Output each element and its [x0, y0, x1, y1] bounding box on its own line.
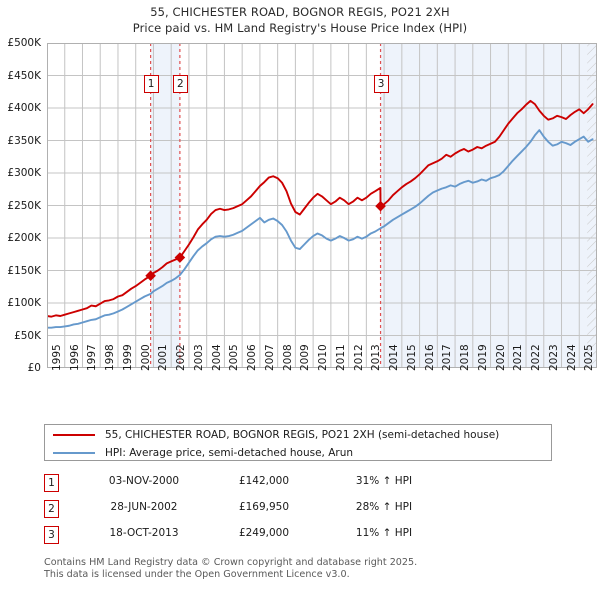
transaction-badge-2: 2: [44, 500, 59, 518]
transaction-price-3: £249,000: [238, 527, 290, 539]
projection-hatch: [587, 43, 597, 368]
x-axis-tick-label: 2017: [441, 344, 454, 371]
gridlines: [47, 43, 597, 368]
legend-label-hpi: HPI: Average price, semi-detached house,…: [105, 446, 354, 459]
x-axis-tick-label: 2003: [192, 344, 205, 371]
title-line-2: Price paid vs. HM Land Registry's House …: [132, 21, 468, 35]
x-axis-tick-label: 2001: [157, 344, 170, 371]
transaction-date-3: 18-OCT-2013: [109, 527, 179, 539]
table-row: 1 03-NOV-2000 £142,000 31% ↑ HPI: [44, 472, 494, 498]
chart-marker-flag-2: 2: [172, 75, 188, 93]
x-axis-tick-label: 2004: [210, 344, 223, 371]
x-axis-tick-label: 2023: [547, 344, 560, 371]
transactions-table: 1 03-NOV-2000 £142,000 31% ↑ HPI 2 28-JU…: [44, 472, 494, 550]
x-axis-tick-label: 2005: [228, 344, 241, 371]
x-axis-tick-label: 2007: [263, 344, 276, 371]
y-axis-tick-label: £400K: [7, 102, 41, 114]
x-axis-tick-label: 2013: [370, 344, 383, 371]
transaction-hpi-delta-2: 28% ↑ HPI: [355, 501, 413, 513]
y-axis-tick-label: £500K: [7, 37, 41, 49]
x-axis-tick-label: 2006: [246, 344, 259, 371]
footer-line-1: Contains HM Land Registry data © Crown c…: [44, 557, 418, 568]
plot-border: [47, 43, 597, 368]
x-axis-tick-label: 2024: [565, 344, 578, 371]
x-axis-tick-label: 2009: [299, 344, 312, 371]
footer-line-2: This data is licensed under the Open Gov…: [44, 568, 350, 580]
transaction-point-markers: [145, 200, 386, 282]
legend-item-hpi: HPI: Average price, semi-detached house,…: [45, 444, 551, 461]
x-axis-tick-label: 1999: [121, 344, 134, 371]
y-axis-tick-label: £450K: [7, 69, 41, 82]
y-axis-tick-label: £100K: [7, 297, 41, 309]
x-axis-tick-label: 2012: [352, 344, 365, 371]
page-title: 55, CHICHESTER ROAD, BOGNOR REGIS, PO21 …: [0, 0, 600, 36]
x-axis-tick-label: 1997: [86, 344, 99, 371]
y-axis-tick-label: £0: [27, 362, 41, 374]
x-axis-tick-label: 1996: [68, 344, 81, 371]
x-axis-tick-label: 1998: [104, 344, 117, 371]
x-axis-tick-label: 2011: [334, 344, 347, 371]
chart-legend: 55, CHICHESTER ROAD, BOGNOR REGIS, PO21 …: [44, 424, 552, 461]
footer-attribution: Contains HM Land Registry data © Crown c…: [44, 557, 584, 580]
x-axis-tick-label: 2000: [139, 344, 152, 371]
x-axis-tick-label: 2022: [530, 344, 543, 371]
table-row: 2 28-JUN-2002 £169,950 28% ↑ HPI: [44, 498, 494, 524]
series-lines: [47, 99, 594, 329]
legend-label-property: 55, CHICHESTER ROAD, BOGNOR REGIS, PO21 …: [105, 428, 500, 441]
x-axis-tick-label: 2025: [583, 344, 596, 371]
y-axis-tick-label: £300K: [7, 167, 41, 179]
y-axis-tick-label: £250K: [7, 199, 41, 212]
x-axis-tick-label: 2002: [175, 344, 188, 371]
chart-marker-flag-3: 3: [373, 75, 389, 93]
y-axis-tick-label: £350K: [7, 134, 41, 147]
table-row: 3 18-OCT-2013 £249,000 11% ↑ HPI: [44, 524, 494, 550]
price-history-chart: [47, 43, 597, 368]
x-axis-tick-label: 2019: [476, 344, 489, 371]
x-axis-tick-label: 2021: [512, 344, 525, 371]
x-axis-tick-label: 2014: [388, 344, 401, 371]
legend-item-property: 55, CHICHESTER ROAD, BOGNOR REGIS, PO21 …: [45, 426, 551, 443]
transaction-date-2: 28-JUN-2002: [110, 501, 178, 513]
transaction-price-2: £169,950: [238, 501, 290, 513]
y-axis-tick-label: £50K: [14, 329, 41, 342]
transaction-hpi-delta-3: 11% ↑ HPI: [355, 527, 413, 539]
y-axis-tick-label: £150K: [7, 264, 41, 277]
transaction-badge-1: 1: [44, 474, 59, 492]
transaction-date-1: 03-NOV-2000: [108, 475, 180, 487]
y-axis-tick-label: £200K: [7, 232, 41, 244]
x-axis-tick-label: 2015: [405, 344, 418, 371]
legend-swatch-property: [53, 433, 95, 436]
x-axis-tick-label: 2018: [459, 344, 472, 371]
transaction-badge-3: 3: [44, 526, 59, 544]
x-axis-tick-label: 1995: [51, 344, 63, 371]
x-axis-tick-label: 2020: [494, 344, 507, 371]
x-axis-tick-label: 2016: [423, 344, 436, 371]
title-line-1: 55, CHICHESTER ROAD, BOGNOR REGIS, PO21 …: [150, 5, 450, 19]
x-axis-tick-label: 2008: [281, 344, 294, 371]
transaction-price-1: £142,000: [238, 475, 290, 487]
chart-plot-area: £0 £50K £100K £150K £200K £250K £300K £350K £400…: [7, 37, 597, 374]
legend-swatch-hpi: [53, 451, 95, 454]
x-axis-tick-label: 2010: [317, 344, 330, 371]
chart-marker-flag-1: 1: [143, 75, 159, 93]
transaction-hpi-delta-1: 31% ↑ HPI: [355, 475, 413, 487]
